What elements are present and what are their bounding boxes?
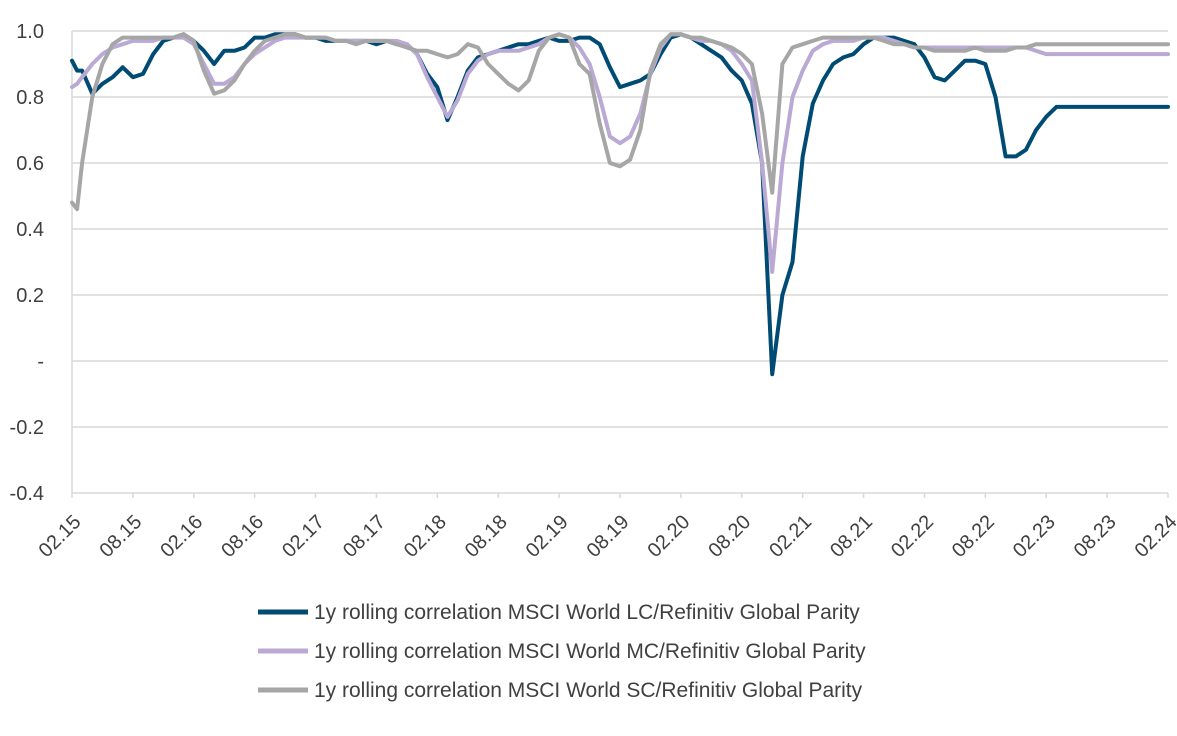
x-tick-label: 02.22: [887, 511, 938, 562]
x-tick-label: 08.18: [461, 511, 512, 562]
x-tick-label: 02.20: [643, 511, 694, 562]
x-tick-label: 08.16: [217, 511, 268, 562]
x-tick-label: 08.17: [339, 511, 390, 562]
x-tick-label: 08.19: [583, 511, 634, 562]
x-tick-label: 02.19: [522, 511, 573, 562]
legend-label: 1y rolling correlation MSCI World LC/Ref…: [314, 601, 860, 624]
y-tick-label: -0.2: [10, 417, 44, 439]
legend: 1y rolling correlation MSCI World LC/Ref…: [258, 601, 866, 702]
y-tick-label: 0.2: [16, 285, 44, 307]
x-tick-label: 08.22: [948, 511, 999, 562]
y-tick-label: 0.8: [16, 87, 44, 109]
x-tick-label: 02.16: [156, 511, 207, 562]
x-tick-label: 08.21: [826, 511, 877, 562]
x-tick-label: 02.17: [278, 511, 329, 562]
x-tick-label: 02.15: [35, 511, 86, 562]
series-lines: [70, 32, 1170, 377]
gridlines: [72, 30, 1168, 494]
x-tick-label: 02.24: [1131, 511, 1177, 562]
x-tick-label: 02.21: [765, 511, 816, 562]
x-tick-label: 08.23: [1070, 511, 1121, 562]
legend-label: 1y rolling correlation MSCI World MC/Ref…: [314, 640, 866, 663]
y-tick-label: -0.4: [10, 483, 44, 505]
y-tick-label: 1.0: [16, 21, 44, 43]
series-line-1: [70, 32, 1170, 377]
y-axis: 1.0 0.8 0.6 0.4 0.2 - -0.2 -0.4: [10, 21, 73, 505]
y-tick-label: 0.4: [16, 219, 44, 241]
x-tick-label: 08.15: [95, 511, 146, 562]
x-tick-label: 02.23: [1009, 511, 1060, 562]
x-tick-label: 08.20: [704, 511, 755, 562]
x-tick-label: 02.18: [400, 511, 451, 562]
legend-label: 1y rolling correlation MSCI World SC/Ref…: [314, 679, 863, 702]
x-axis: 02.15 08.15 02.16 08.16 02.17 08.17 02.18 08.18…: [35, 493, 1177, 562]
y-tick-label: -: [37, 351, 44, 373]
y-tick-label: 0.6: [16, 153, 44, 175]
series-line-3: [70, 32, 1170, 212]
